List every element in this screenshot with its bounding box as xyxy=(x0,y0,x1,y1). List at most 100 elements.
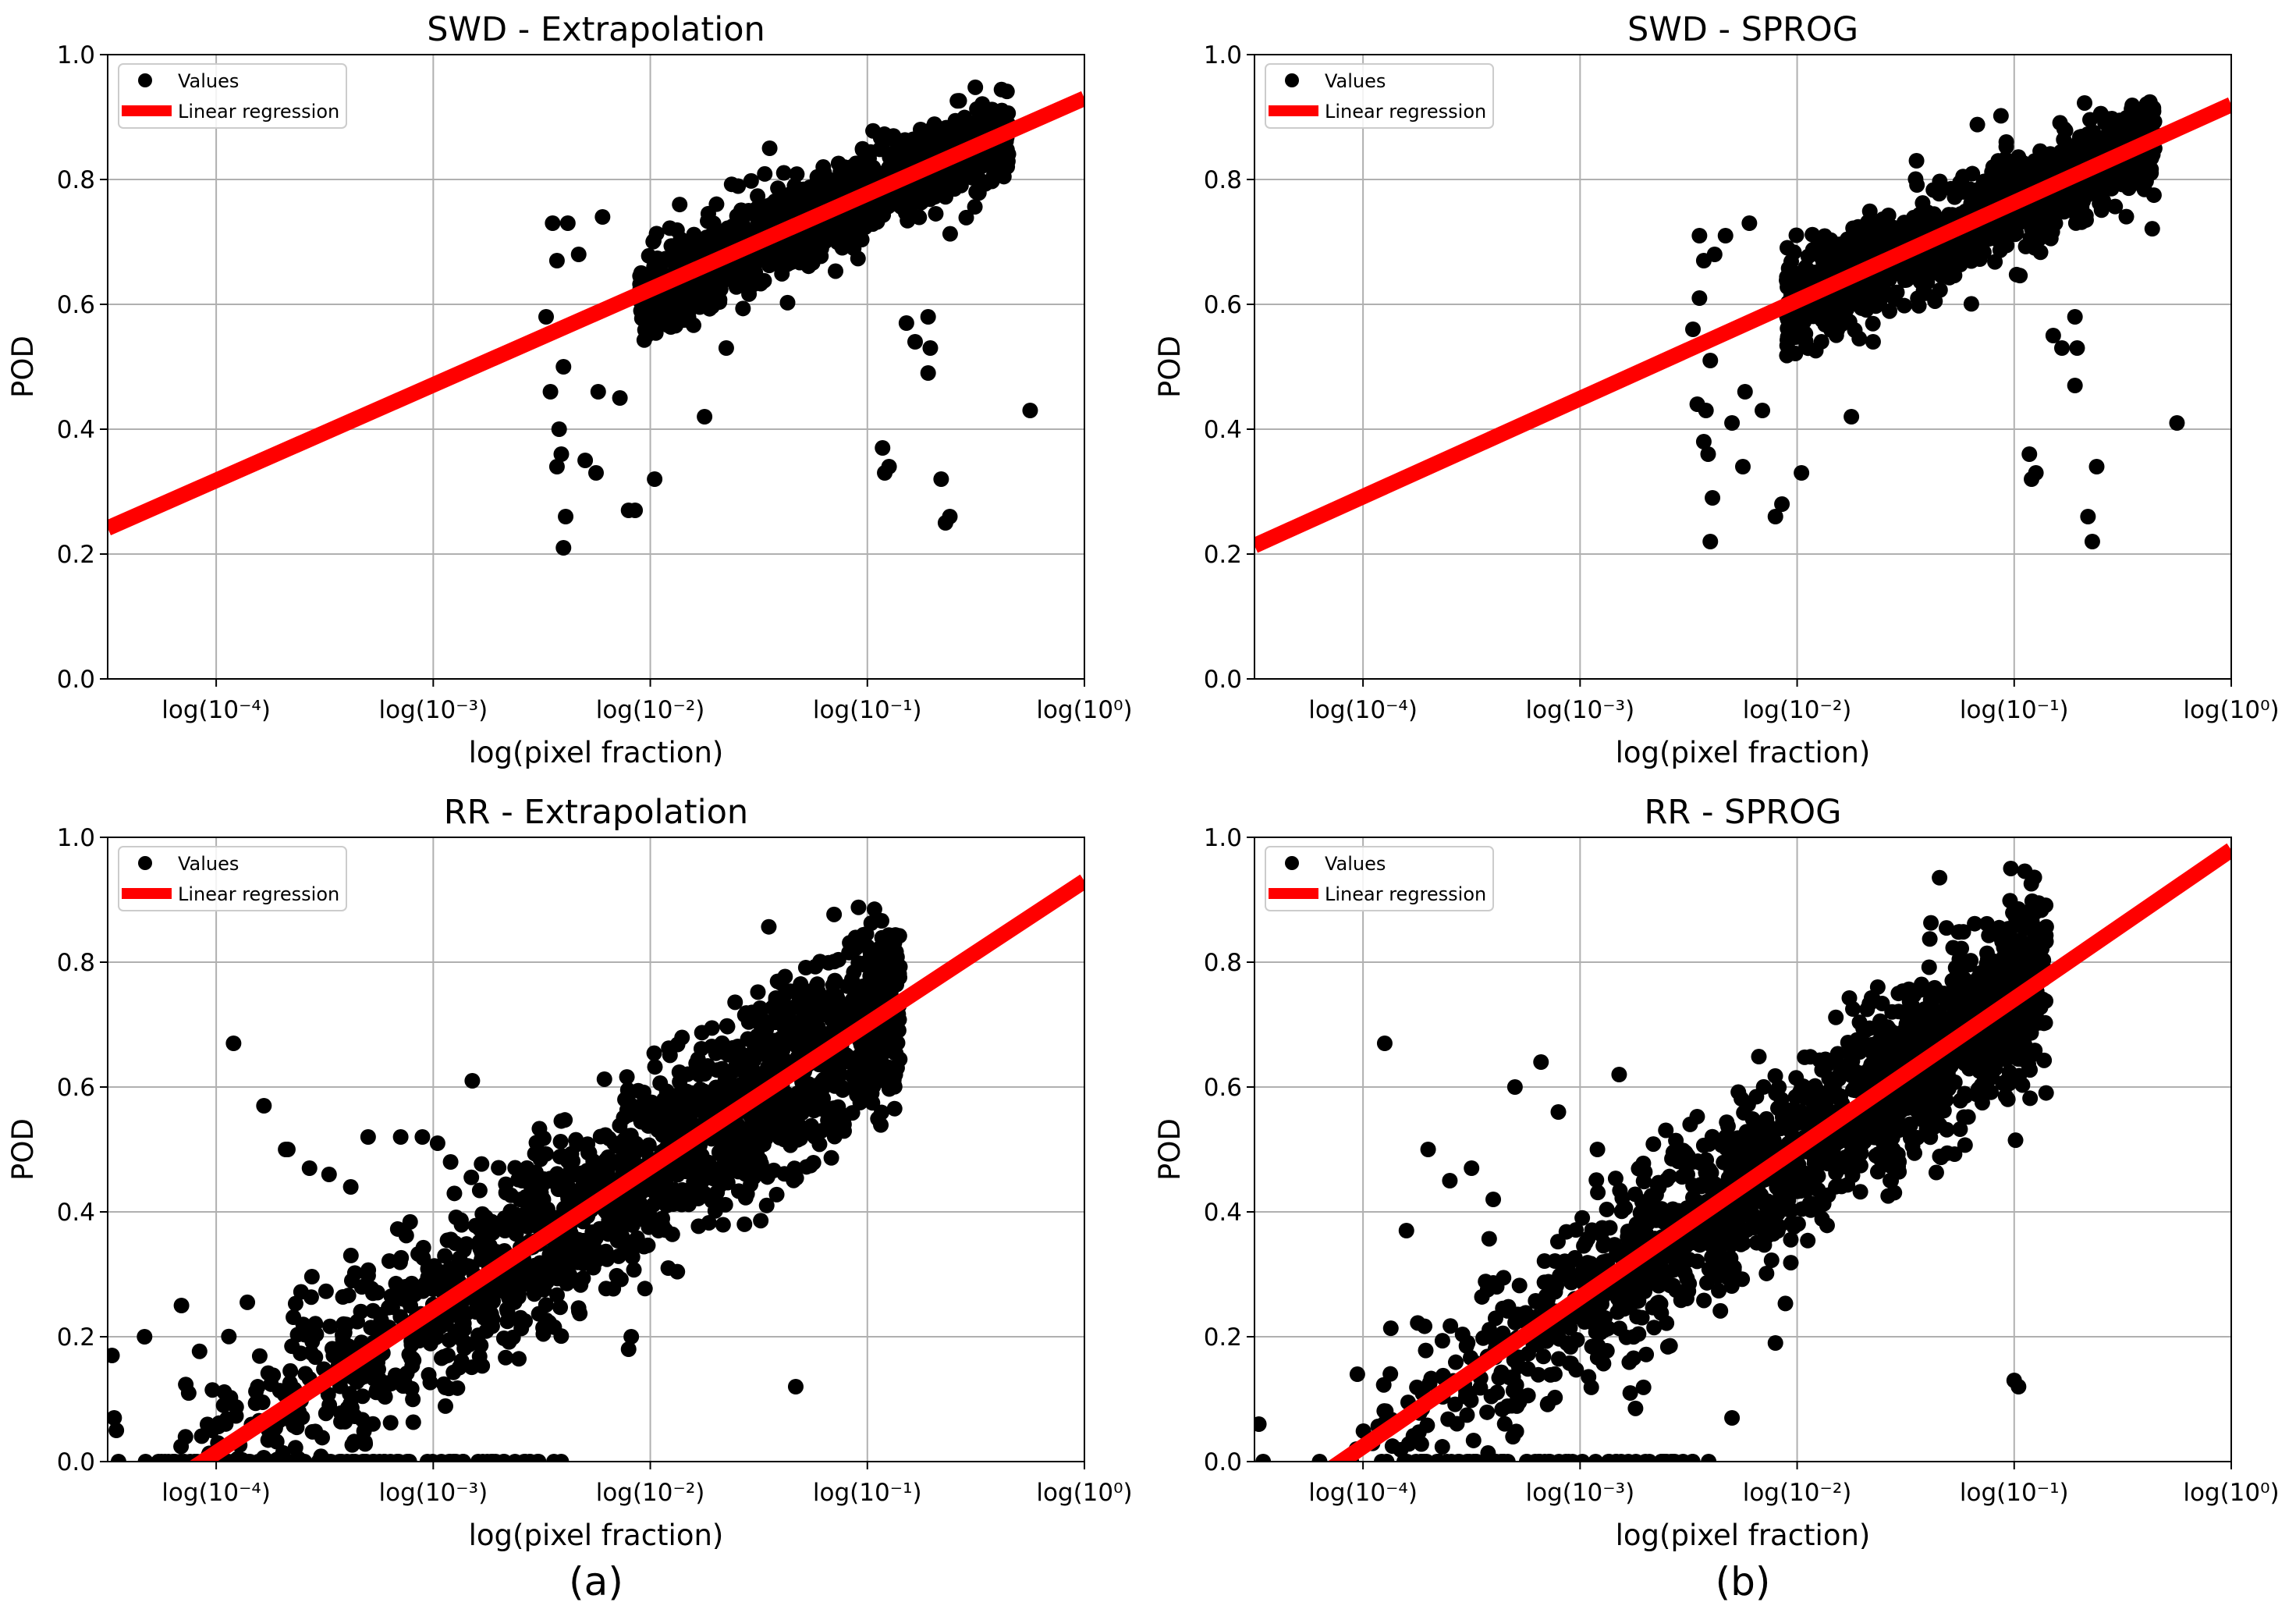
scatter-point xyxy=(1969,116,1985,133)
scatter-point xyxy=(786,1160,803,1177)
scatter-point xyxy=(405,1351,421,1367)
scatter-point xyxy=(137,1329,153,1345)
scatter-point xyxy=(633,1114,649,1130)
scatter-point xyxy=(191,1343,208,1359)
scatter-point xyxy=(630,1099,646,1115)
scatter-point xyxy=(1774,496,1790,512)
x-tick-label: log(10⁻²) xyxy=(596,1479,705,1507)
scatter-point xyxy=(513,1171,530,1187)
scatter-point xyxy=(1884,227,1900,243)
scatter-point xyxy=(717,1072,733,1089)
scatter-point xyxy=(535,1263,552,1279)
scatter-point xyxy=(484,1224,501,1241)
scatter-point xyxy=(714,1037,730,1053)
scatter-point xyxy=(456,1340,473,1356)
scatter-point xyxy=(440,1347,456,1363)
scatter-point xyxy=(2095,193,2112,209)
scatter-point xyxy=(414,1129,431,1145)
scatter-point xyxy=(1767,509,1783,524)
legend-values-label: Values xyxy=(178,70,239,92)
scatter-point xyxy=(645,233,662,250)
scatter-point xyxy=(777,1017,793,1033)
legend-regression-label: Linear regression xyxy=(178,101,339,123)
scatter-point xyxy=(886,971,903,987)
scatter-point xyxy=(507,1269,523,1285)
legend-regression-swatch xyxy=(1269,105,1318,116)
scatter-point xyxy=(1858,302,1875,318)
scatter-point xyxy=(690,1190,707,1206)
scatter-point xyxy=(741,1144,758,1160)
scatter-point xyxy=(672,197,688,213)
legend-box xyxy=(1265,63,1494,129)
scatter-point xyxy=(724,218,740,235)
scatter-point xyxy=(830,155,846,172)
scatter-point xyxy=(651,1099,667,1115)
x-tick-label: log(10⁰) xyxy=(1036,1479,1132,1507)
scatter-point xyxy=(633,311,650,327)
scatter-point xyxy=(993,81,1010,98)
scatter-point xyxy=(588,465,604,481)
x-axis-label: log(pixel fraction) xyxy=(1616,736,1871,769)
scatter-point xyxy=(715,1217,731,1233)
scatter-point xyxy=(471,1348,488,1365)
legend-values-marker xyxy=(138,856,152,870)
scatter-point xyxy=(751,1009,767,1025)
scatter-point xyxy=(347,1454,364,1462)
scatter-point xyxy=(2144,221,2160,237)
scatter-points xyxy=(1254,860,2055,1462)
scatter-point xyxy=(259,1454,275,1462)
scatter-point xyxy=(528,1135,545,1151)
scatter-point xyxy=(690,1067,707,1083)
scatter-point xyxy=(322,1318,339,1334)
scatter-point xyxy=(612,390,628,406)
scatter-point xyxy=(2022,1090,2039,1107)
panel-swd-extrapolation: log(10⁻⁴) log(10⁻³) log(10⁻²) log(10⁻¹) log(… xyxy=(6,10,1133,769)
y-tick-label: 0.6 xyxy=(57,291,95,319)
scatter-point xyxy=(827,972,843,989)
scatter-point xyxy=(471,1220,488,1237)
scatter-point xyxy=(850,1000,866,1017)
scatter-point xyxy=(548,459,565,474)
scatter-point xyxy=(2080,509,2096,524)
x-tick-label: log(10⁻⁴) xyxy=(161,696,271,724)
scatter-point xyxy=(560,1256,577,1273)
scatter-point xyxy=(1763,1252,1780,1268)
scatter-point xyxy=(775,237,792,254)
scatter-point xyxy=(446,1185,463,1202)
scatter-point xyxy=(743,172,759,189)
scatter-point xyxy=(301,1160,318,1176)
scatter-point xyxy=(1984,164,2000,180)
scatter-point xyxy=(344,1437,360,1453)
scatter-point xyxy=(719,1018,736,1035)
scatter-point xyxy=(739,1185,755,1202)
scatter-point xyxy=(2169,415,2185,431)
scatter-point xyxy=(318,1283,334,1299)
scatter-point xyxy=(387,1367,403,1384)
scatter-point xyxy=(652,1173,669,1189)
scatter-point xyxy=(1741,215,1758,231)
scatter-point xyxy=(2053,340,2070,356)
scatter-point xyxy=(531,1121,548,1137)
scatter-point xyxy=(1712,1302,1729,1319)
scatter-point xyxy=(1865,334,1881,350)
scatter-point xyxy=(1967,915,1983,932)
scatter-point xyxy=(734,1060,751,1076)
scatter-point xyxy=(1872,215,1888,231)
scatter-point xyxy=(553,446,570,462)
scatter-point xyxy=(701,1214,717,1231)
scatter-point xyxy=(733,207,749,223)
scatter-point xyxy=(761,918,777,935)
scatter-point xyxy=(823,1149,839,1166)
scatter-point xyxy=(1717,228,1734,243)
scatter-point xyxy=(110,1454,126,1462)
scatter-point xyxy=(598,1127,614,1143)
scatter-point xyxy=(1844,409,1860,425)
scatter-point xyxy=(694,1090,711,1107)
scatter-point xyxy=(708,1084,725,1100)
scatter-point xyxy=(453,1352,470,1369)
scatter-point xyxy=(1696,1292,1712,1309)
scatter-point xyxy=(824,1011,840,1028)
scatter-point xyxy=(2139,98,2156,115)
legend-box xyxy=(118,63,347,129)
scatter-point xyxy=(847,940,864,957)
